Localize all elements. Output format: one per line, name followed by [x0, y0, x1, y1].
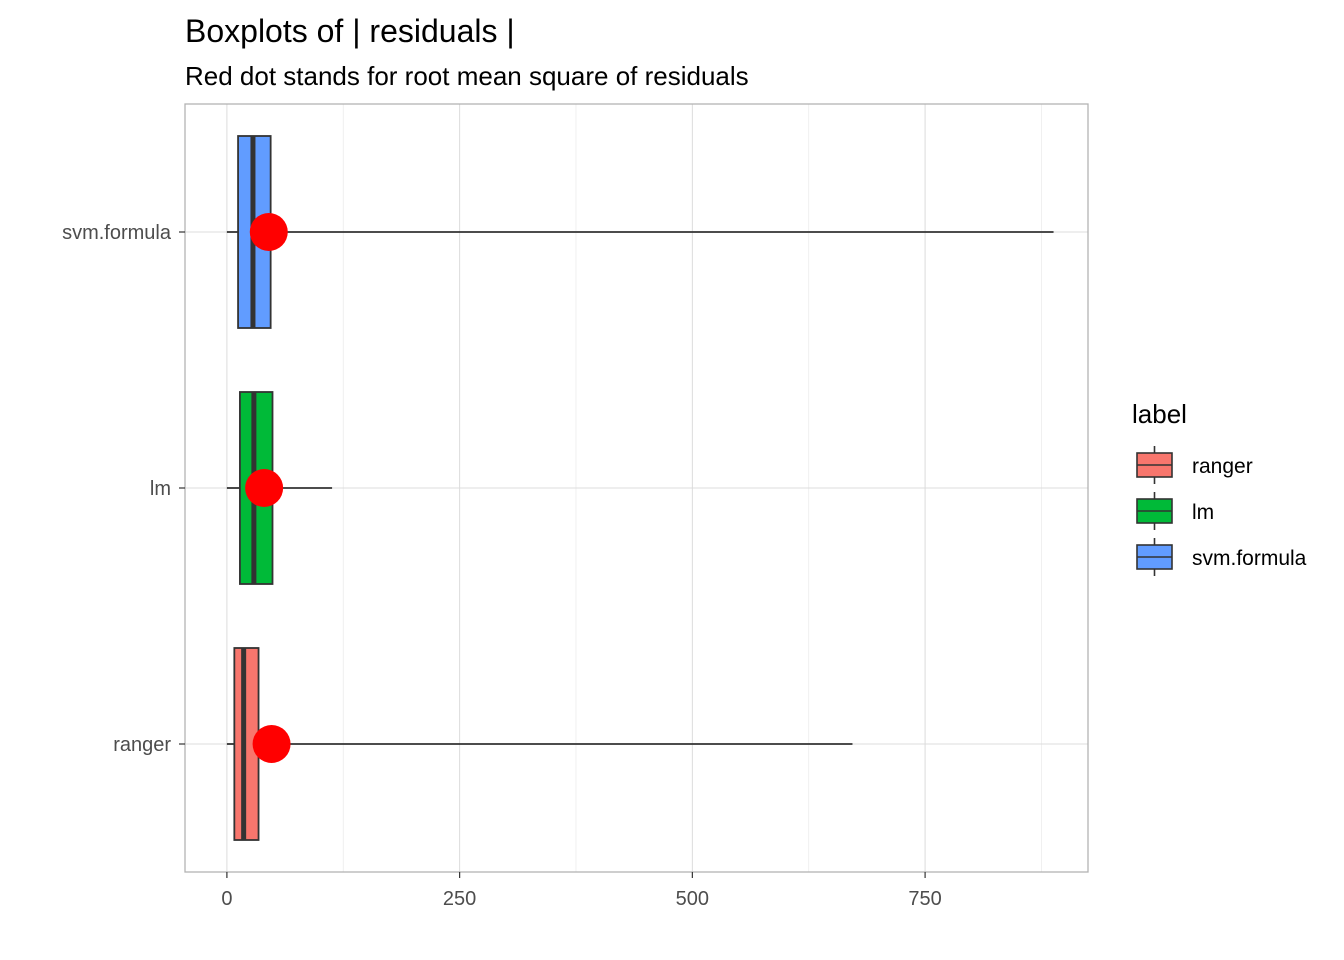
legend-item-ranger: ranger	[1136, 446, 1253, 484]
legend-label: ranger	[1192, 455, 1253, 478]
boxplot-lm	[226, 391, 333, 585]
legend-label: svm.formula	[1192, 547, 1307, 570]
x-tick-label: 500	[676, 888, 709, 910]
legend: label ranger lm svm.formula	[1132, 399, 1307, 576]
chart-title: Boxplots of | residuals |	[185, 13, 515, 49]
boxplots	[226, 135, 1054, 841]
rmse-point	[252, 725, 291, 763]
chart-subtitle: Red dot stands for root mean square of r…	[185, 61, 749, 91]
boxplot-ranger	[226, 647, 853, 841]
x-axis: 0 250 500 750	[221, 872, 942, 910]
y-tick-label: ranger	[113, 734, 171, 756]
x-tick-label: 0	[221, 888, 232, 910]
boxplot-svm-formula	[226, 135, 1054, 329]
legend-item-lm: lm	[1136, 492, 1214, 530]
legend-item-svm-formula: svm.formula	[1136, 538, 1307, 576]
legend-title: label	[1132, 399, 1187, 429]
y-tick-label: lm	[150, 478, 171, 500]
x-tick-label: 250	[443, 888, 476, 910]
y-tick-label: svm.formula	[62, 222, 172, 244]
rmse-point	[245, 469, 284, 507]
legend-label: lm	[1192, 501, 1214, 524]
y-axis: ranger lm svm.formula	[62, 222, 185, 756]
rmse-point	[249, 213, 288, 251]
x-tick-label: 750	[908, 888, 941, 910]
